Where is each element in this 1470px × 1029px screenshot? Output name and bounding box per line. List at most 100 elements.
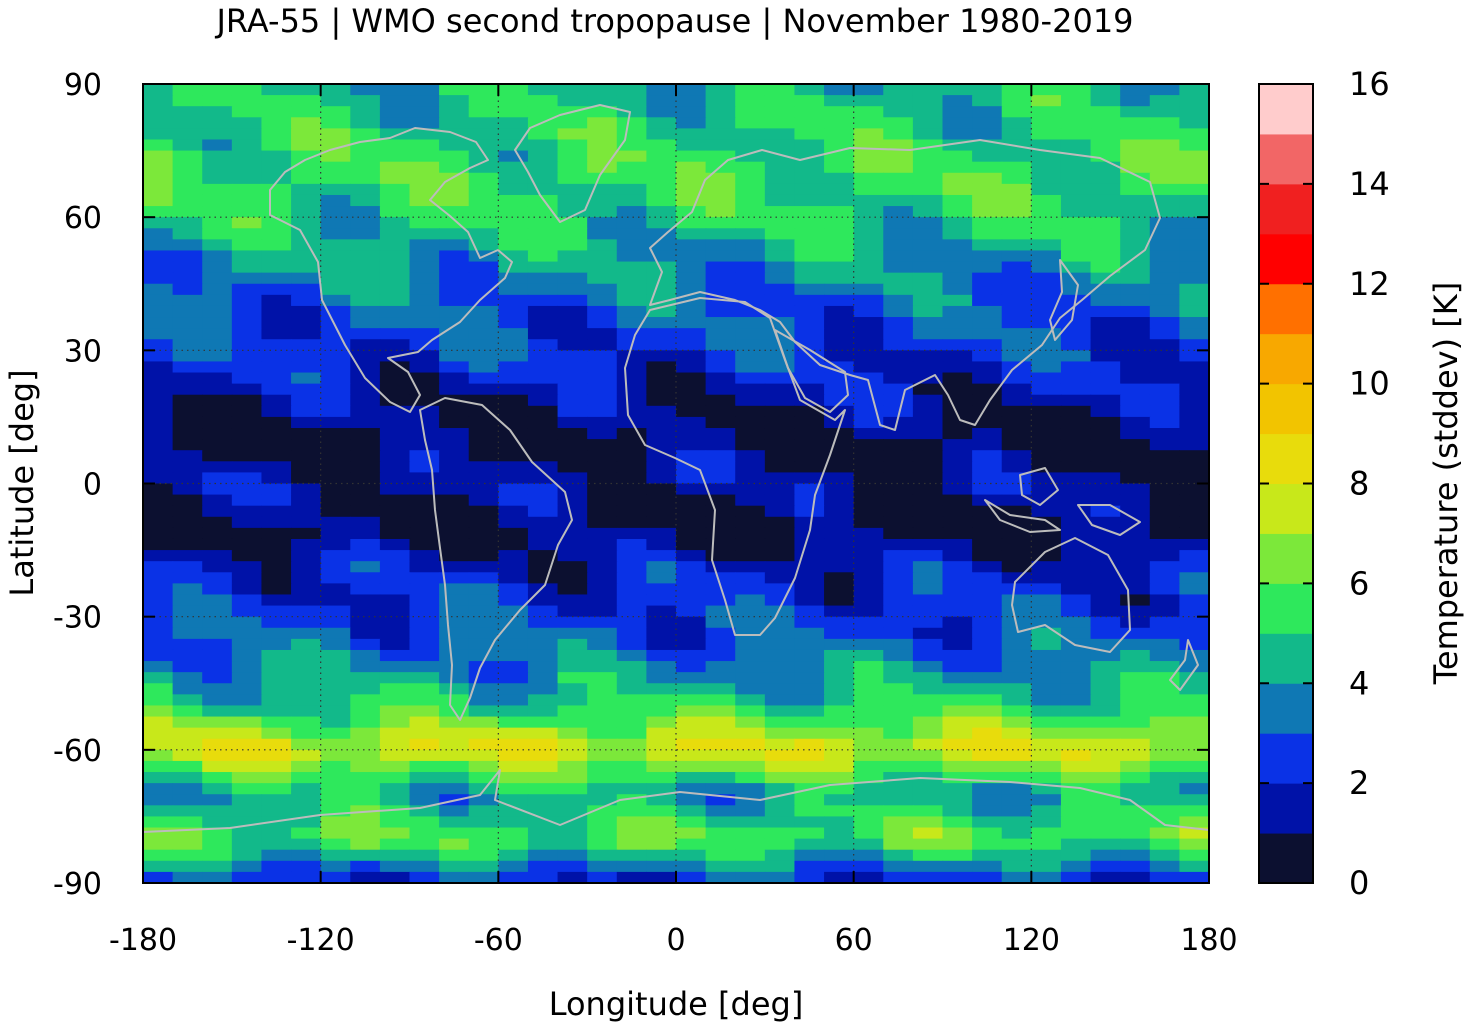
heatmap-cell <box>912 161 944 174</box>
heatmap-cell <box>1120 294 1151 307</box>
heatmap-cell <box>1179 605 1209 618</box>
heatmap-cell <box>646 117 677 129</box>
heatmap-cell <box>202 428 233 440</box>
heatmap-cell <box>646 494 677 507</box>
heatmap-cell <box>1090 816 1121 829</box>
heatmap-cell <box>764 84 796 96</box>
heatmap-cell <box>291 95 322 107</box>
heatmap-cell <box>824 183 855 196</box>
heatmap-cell <box>616 84 647 96</box>
heatmap-cell <box>1060 738 1092 751</box>
heatmap-cell <box>1031 727 1062 740</box>
heatmap-cell <box>735 494 766 507</box>
heatmap-cell <box>705 594 736 607</box>
heatmap-cell <box>498 561 529 573</box>
heatmap-cell <box>1149 649 1180 662</box>
heatmap-cell <box>261 483 292 496</box>
heatmap-cell <box>172 827 203 840</box>
heatmap-cell <box>172 705 203 718</box>
heatmap-cell <box>883 550 914 562</box>
heatmap-cell <box>616 794 647 806</box>
heatmap-cell <box>616 372 647 385</box>
heatmap-cell <box>379 161 411 174</box>
heatmap-cell <box>616 328 647 340</box>
heatmap-cell <box>616 638 647 651</box>
heatmap-cell <box>439 849 470 862</box>
heatmap-cell <box>764 117 796 129</box>
heatmap-cell <box>824 261 855 274</box>
heatmap-cell <box>883 505 914 518</box>
heatmap-cell <box>912 505 944 518</box>
heatmap-cell <box>587 705 618 718</box>
heatmap-cell <box>409 860 440 873</box>
heatmap-cell <box>527 328 559 340</box>
heatmap-cell <box>498 605 529 618</box>
heatmap-cell <box>676 150 707 163</box>
heatmap-cell <box>202 261 233 274</box>
heatmap-cell <box>527 283 559 296</box>
heatmap-cell <box>587 638 618 651</box>
heatmap-cell <box>1149 172 1180 185</box>
colorbar-swatch <box>1259 84 1313 135</box>
heatmap-cell <box>942 194 973 207</box>
heatmap-cell <box>912 849 944 862</box>
heatmap-cell <box>972 816 1003 829</box>
heatmap-cell <box>676 261 707 274</box>
heatmap-cell <box>912 705 944 718</box>
heatmap-cell <box>587 128 618 141</box>
heatmap-cell <box>1031 638 1062 651</box>
heatmap-cell <box>1001 472 1032 485</box>
heatmap-cell <box>1179 339 1209 351</box>
heatmap-cell <box>824 117 855 129</box>
heatmap-cell <box>231 605 263 618</box>
heatmap-cell <box>587 550 618 562</box>
heatmap-cell <box>350 328 381 340</box>
heatmap-cell <box>972 849 1003 862</box>
heatmap-cell <box>1120 128 1151 141</box>
heatmap-cell <box>912 794 944 806</box>
heatmap-cell <box>202 494 233 507</box>
heatmap-cell <box>853 483 884 496</box>
heatmap-cell <box>942 239 973 252</box>
coastline-australia <box>1011 537 1131 653</box>
heatmap-cell <box>1179 272 1209 285</box>
heatmap-cell <box>439 261 470 274</box>
heatmap-cell <box>646 283 677 296</box>
heatmap-cell <box>646 616 677 629</box>
heatmap-cell <box>853 450 884 462</box>
heatmap-cell <box>735 305 766 318</box>
heatmap-cell <box>1120 117 1151 129</box>
heatmap-cell <box>646 672 677 684</box>
heatmap-cell <box>143 228 174 240</box>
heatmap-cell <box>883 194 914 207</box>
heatmap-cell <box>764 328 796 340</box>
heatmap-cell <box>409 161 440 174</box>
heatmap-cell <box>676 239 707 252</box>
heatmap-cell <box>912 550 944 562</box>
heatmap-cell <box>409 194 440 207</box>
heatmap-cell <box>527 139 559 152</box>
heatmap-cell <box>468 538 499 551</box>
colorbar-tick-label: 2 <box>1349 764 1369 802</box>
heatmap-cell <box>1149 816 1180 829</box>
heatmap-cell <box>972 694 1003 707</box>
heatmap-cell <box>764 527 796 540</box>
heatmap-cell <box>824 572 855 584</box>
heatmap-cell <box>883 772 914 784</box>
heatmap-cell <box>646 638 677 651</box>
heatmap-cell <box>646 783 677 795</box>
heatmap-cell <box>1179 372 1209 385</box>
heatmap-cell <box>1149 772 1180 784</box>
heatmap-cell <box>1060 661 1092 673</box>
heatmap-cell <box>350 561 381 573</box>
heatmap-cell <box>1120 661 1151 673</box>
heatmap-cell <box>1120 827 1151 840</box>
heatmap-cell <box>705 649 736 662</box>
heatmap-cell <box>172 505 203 518</box>
heatmap-cell <box>1179 805 1209 818</box>
heatmap-cell <box>853 128 884 141</box>
heatmap-cell <box>557 261 588 274</box>
heatmap-cell <box>616 527 647 540</box>
heatmap-cell <box>764 860 796 873</box>
heatmap-cell <box>794 239 825 252</box>
